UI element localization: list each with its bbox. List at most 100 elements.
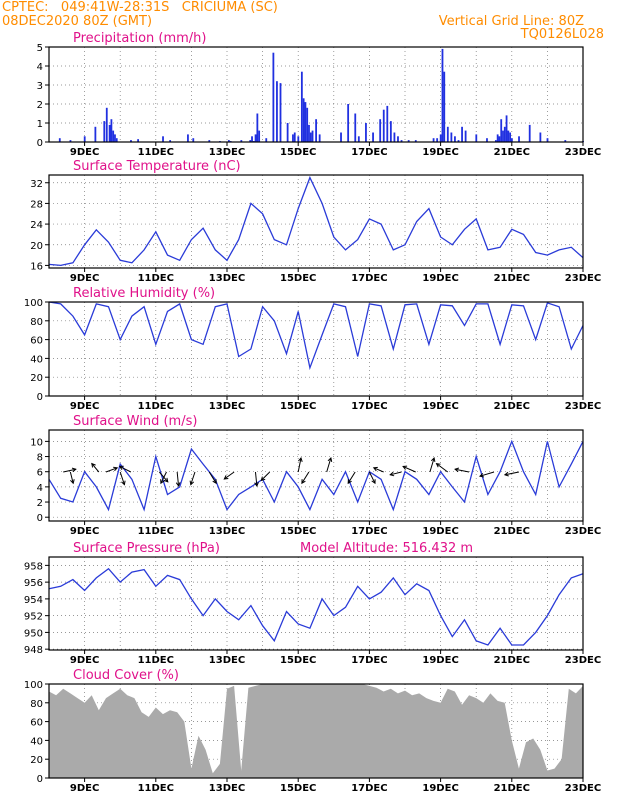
precip-bar — [436, 138, 439, 142]
precipitation-xtick-label: 17DEC — [351, 147, 387, 158]
wind-arrowhead — [435, 462, 441, 468]
precip-bar — [365, 123, 367, 142]
wind-arrowhead — [91, 462, 96, 468]
temperature-line — [48, 175, 584, 267]
precip-bar — [407, 140, 410, 142]
temperature-xtick-label: 17DEC — [351, 273, 387, 284]
precip-bar — [486, 138, 488, 142]
temperature-ytick-label: 20 — [30, 241, 43, 252]
wind-arrow — [373, 467, 384, 473]
wind-arrow — [208, 471, 217, 484]
precipitation-xtick-label: 11DEC — [138, 147, 174, 158]
precipitation-xtick-label: 15DEC — [280, 147, 316, 158]
precip-bar — [249, 140, 252, 142]
precip-bar — [94, 126, 97, 142]
wind-arrowhead — [430, 456, 436, 463]
wind-arrowhead — [118, 465, 124, 470]
cloud-ytick-label: 60 — [30, 718, 43, 729]
precip-bar — [439, 134, 442, 142]
precip-bar — [272, 52, 275, 143]
precip-bar — [443, 71, 446, 142]
precip-bar — [58, 138, 61, 142]
precip-bar — [500, 119, 503, 142]
precip-bar — [108, 124, 111, 142]
precip-bar — [511, 138, 513, 142]
pressure-xtick-label: 9DEC — [70, 655, 99, 666]
precip-bar — [475, 134, 478, 142]
precipitation-title: Precipitation (mm/h) — [73, 31, 206, 46]
precip-bar — [382, 109, 385, 142]
wind-arrowhead — [402, 465, 408, 470]
wind-arrow — [347, 471, 356, 484]
humidity-xtick-label: 17DEC — [351, 401, 387, 412]
humidity-title: Relative Humidity (%) — [73, 286, 215, 301]
pressure-xtick-label: 19DEC — [422, 655, 458, 666]
humidity-ytick-label: 20 — [30, 373, 43, 384]
wind-xtick-label: 17DEC — [351, 526, 387, 537]
cloud-xtick-label: 13DEC — [209, 783, 245, 794]
pressure-ytick-label: 958 — [24, 561, 43, 572]
precip-bar — [240, 140, 243, 142]
precip-bar — [386, 105, 389, 142]
cloud-xtick-label: 11DEC — [138, 783, 174, 794]
precip-bar — [318, 134, 321, 142]
wind-ytick-label: 4 — [37, 483, 43, 494]
precip-bar — [276, 81, 278, 142]
precip-bar — [311, 130, 314, 142]
pressure-title: Surface Pressure (hPa) — [73, 541, 220, 556]
precip-bar — [227, 140, 230, 142]
precip-bar — [546, 138, 549, 142]
temperature-ytick-label: 32 — [30, 179, 43, 190]
precip-bar — [389, 121, 392, 142]
wind-arrowhead — [478, 473, 485, 478]
precip-bar — [446, 126, 449, 142]
humidity-xtick-label: 23DEC — [565, 401, 601, 412]
precip-bar — [254, 134, 257, 142]
wind-arrowhead — [298, 456, 303, 462]
pressure-subtitle: Model Altitude: 516.432 m — [300, 541, 473, 556]
humidity-ytick-label: 40 — [30, 354, 43, 365]
precip-bar — [300, 71, 303, 142]
wind-arrow — [326, 457, 332, 473]
humidity-xtick-label: 9DEC — [70, 401, 99, 412]
precip-bar — [494, 140, 497, 142]
pressure-xtick-label: 15DEC — [280, 655, 316, 666]
temperature-xtick-label: 11DEC — [138, 273, 174, 284]
humidity-xtick-label: 15DEC — [280, 401, 316, 412]
precip-bar — [69, 140, 72, 142]
wind-arrowhead — [260, 476, 266, 482]
temperature-ytick-label: 24 — [30, 220, 43, 231]
humidity-xtick-label: 19DEC — [422, 401, 458, 412]
wind-arrowhead — [371, 479, 376, 485]
wind-arrow — [504, 471, 520, 476]
precip-bar — [347, 104, 350, 142]
temperature-title: Surface Temperature (nC) — [73, 159, 241, 174]
wind-arrow — [260, 471, 271, 481]
humidity-frame — [48, 301, 584, 397]
cloud-ytick-label: 40 — [30, 736, 43, 747]
wind-arrowhead — [113, 466, 119, 472]
wind-frame — [48, 429, 584, 522]
precipitation-ytick-label: 1 — [37, 119, 43, 130]
pressure-ytick-label: 950 — [24, 628, 43, 639]
wind-arrow — [190, 471, 196, 485]
cloud-title: Cloud Cover (%) — [73, 668, 179, 683]
wind-ytick-label: 0 — [37, 513, 43, 524]
temperature-xtick-label: 9DEC — [70, 273, 99, 284]
precip-bar — [372, 132, 374, 142]
precipitation-ytick-label: 4 — [37, 62, 43, 73]
precip-bar — [432, 138, 435, 142]
precip-bar — [450, 132, 453, 142]
humidity-xtick-label: 11DEC — [138, 401, 174, 412]
wind-ytick-label: 2 — [37, 498, 43, 509]
cloud-xtick-label: 17DEC — [351, 783, 387, 794]
precip-bar — [518, 136, 520, 142]
precip-bar — [397, 136, 399, 142]
precip-bar — [114, 134, 116, 142]
pressure-xtick-label: 17DEC — [351, 655, 387, 666]
cloud-ytick-label: 100 — [24, 680, 43, 691]
wind-xtick-label: 15DEC — [280, 526, 316, 537]
temperature-xtick-label: 21DEC — [494, 273, 530, 284]
wind-arrowhead — [254, 482, 259, 488]
temperature-xtick-label: 23DEC — [565, 273, 601, 284]
